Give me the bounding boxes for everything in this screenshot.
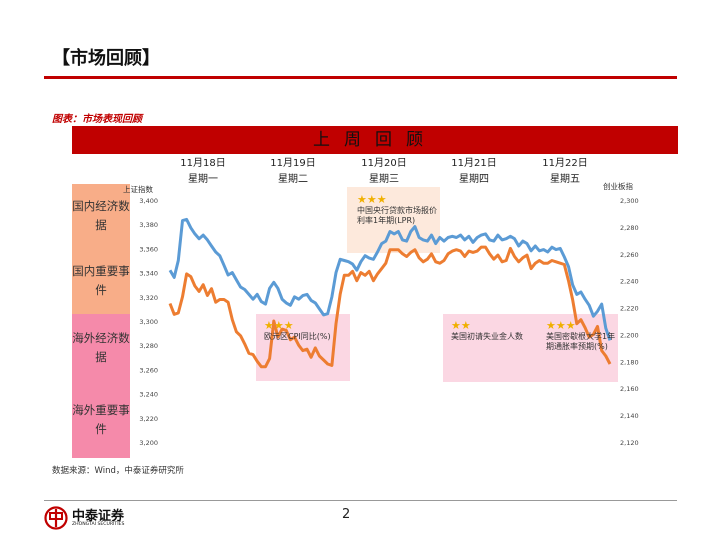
left-tick-label: 3,360 bbox=[139, 245, 158, 253]
event-us-inflation: ★★★ 美国密歇根大学1年期通胀率预期(%) bbox=[546, 319, 616, 352]
title-divider bbox=[44, 76, 677, 79]
right-tick-label: 2,160 bbox=[620, 385, 639, 393]
right-tick-label: 2,240 bbox=[620, 278, 639, 286]
event-lpr: ★★★ 中国央行贷款市场报价利率1年期(LPR) bbox=[357, 193, 441, 226]
star-rating-icon: ★★★ bbox=[264, 319, 294, 332]
day-header: 11月20日 星期三 bbox=[344, 156, 424, 188]
right-axis-title: 创业板指 bbox=[603, 182, 633, 191]
right-tick-label: 2,120 bbox=[620, 439, 639, 447]
event-box bbox=[443, 314, 538, 382]
footer-divider bbox=[44, 500, 677, 501]
day-date: 11月18日 bbox=[180, 158, 226, 169]
shanghai-index-line bbox=[168, 217, 612, 341]
day-header: 11月18日 星期一 bbox=[163, 156, 243, 188]
right-tick-label: 2,180 bbox=[620, 358, 639, 366]
left-tick-label: 3,260 bbox=[139, 366, 158, 374]
day-weekday: 星期三 bbox=[369, 174, 399, 185]
day-date: 11月22日 bbox=[542, 158, 588, 169]
day-weekday: 星期二 bbox=[278, 174, 308, 185]
event-eu-cpi: ★★★ 欧元区CPI同比(%) bbox=[264, 319, 348, 342]
left-axis-ticks: 3,200 3,220 3,240 3,260 3,280 3,300 3,320 3,340… bbox=[139, 197, 158, 447]
page-title: 【市场回顾】 bbox=[52, 48, 160, 69]
day-weekday: 星期一 bbox=[188, 174, 218, 185]
logo-icon bbox=[44, 506, 68, 530]
left-tick-label: 3,300 bbox=[139, 318, 158, 326]
left-tick-label: 3,200 bbox=[139, 439, 158, 447]
chinext-index-line bbox=[168, 245, 612, 369]
left-tick-label: 3,240 bbox=[139, 391, 158, 399]
right-tick-label: 2,200 bbox=[620, 331, 639, 339]
day-header: 11月22日 星期五 bbox=[525, 156, 605, 188]
event-us-inflation-text: 美国密歇根大学1年期通胀率预期(%) bbox=[546, 332, 616, 351]
left-tick-label: 3,400 bbox=[139, 197, 158, 205]
right-axis-ticks: 2,120 2,140 2,160 2,180 2,200 2,220 2,240 2,260… bbox=[620, 197, 639, 447]
left-axis-title: 上证指数 bbox=[123, 185, 153, 194]
day-header: 11月19日 星期二 bbox=[253, 156, 333, 188]
company-logo: 中泰证券 ZHONGTAI SECURITIES bbox=[44, 505, 184, 531]
day-weekday: 星期五 bbox=[550, 174, 580, 185]
day-date: 11月19日 bbox=[270, 158, 316, 169]
logo-text: 中泰证券 bbox=[72, 509, 125, 524]
category-domestic-events: 国内重要事件 bbox=[72, 248, 130, 314]
category-domestic-data: 国内经济数据 bbox=[72, 184, 130, 248]
data-source: 数据来源：Wind，中泰证券研究所 bbox=[52, 466, 184, 476]
left-tick-label: 3,280 bbox=[139, 342, 158, 350]
right-tick-label: 2,140 bbox=[620, 412, 639, 420]
right-tick-label: 2,300 bbox=[620, 197, 639, 205]
right-tick-label: 2,260 bbox=[620, 251, 639, 259]
star-rating-icon: ★★★ bbox=[357, 193, 387, 206]
star-rating-icon: ★★ bbox=[451, 319, 471, 332]
star-rating-icon: ★★★ bbox=[546, 319, 576, 332]
event-eu-cpi-text: 欧元区CPI同比(%) bbox=[264, 332, 331, 341]
event-box bbox=[347, 187, 440, 253]
page-number: 2 bbox=[342, 507, 351, 522]
event-lpr-text: 中国央行贷款市场报价利率1年期(LPR) bbox=[357, 206, 437, 225]
right-tick-label: 2,280 bbox=[620, 224, 639, 232]
left-tick-label: 3,340 bbox=[139, 270, 158, 278]
day-date: 11月21日 bbox=[451, 158, 497, 169]
day-weekday: 星期四 bbox=[459, 174, 489, 185]
category-overseas-events: 海外重要事件 bbox=[72, 382, 130, 458]
banner-title: 上周回顾 bbox=[72, 126, 678, 154]
right-tick-label: 2,220 bbox=[620, 305, 639, 313]
event-us-jobless-text: 美国初请失业金人数 bbox=[451, 332, 523, 341]
left-tick-label: 3,220 bbox=[139, 415, 158, 423]
left-tick-label: 3,380 bbox=[139, 221, 158, 229]
series-lines bbox=[168, 217, 612, 369]
logo-subtext: ZHONGTAI SECURITIES bbox=[72, 522, 125, 527]
figure-label: 图表：市场表现回顾 bbox=[52, 114, 142, 125]
day-date: 11月20日 bbox=[361, 158, 407, 169]
day-header: 11月21日 星期四 bbox=[434, 156, 514, 188]
left-tick-label: 3,320 bbox=[139, 294, 158, 302]
event-us-jobless: ★★ 美国初请失业金人数 bbox=[451, 319, 535, 342]
category-overseas-data: 海外经济数据 bbox=[72, 314, 130, 382]
